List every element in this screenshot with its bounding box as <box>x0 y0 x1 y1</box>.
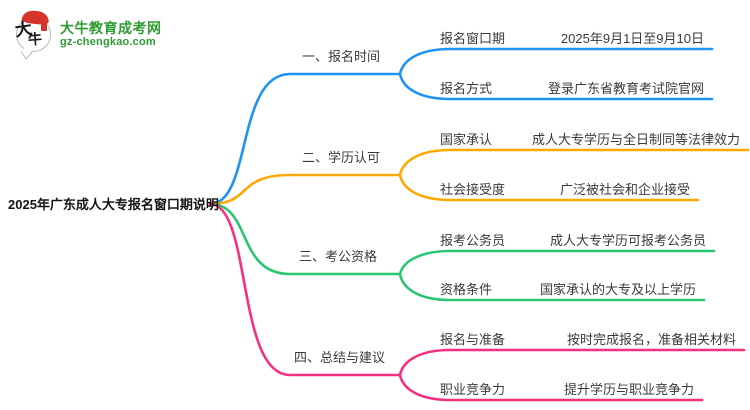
branch-4-main-line <box>208 202 402 377</box>
leaf-value: 广泛被社会和企业接受 <box>559 182 690 197</box>
branch-4-child-2-line <box>398 373 704 402</box>
leaf-key: 报名窗口期 <box>440 31 506 46</box>
logo-domain-text: gz-chengkao.com <box>60 35 156 48</box>
leaf-row-career-competitiveness[interactable]: 职业竞争力 提升学历与职业竞争力 <box>440 376 694 398</box>
branch-2-label[interactable]: 二、学历认可 <box>302 150 381 165</box>
branch-4-lines <box>208 202 746 402</box>
leaf-value: 国家承认的大专及以上学历 <box>539 282 696 297</box>
leaf-row-qualification[interactable]: 资格条件 国家承认的大专及以上学历 <box>440 276 696 298</box>
logo-red-seal <box>41 24 47 31</box>
branch-2-main-line <box>208 173 402 206</box>
daniu-bull-logo-icon: 大 牛 <box>13 9 55 60</box>
logo-char-niu: 牛 <box>27 30 43 48</box>
site-logo[interactable]: 大 牛 大牛教育成考网 gz-chengkao.com <box>13 9 162 60</box>
leaf-row-social-acceptance[interactable]: 社会接受度 广泛被社会和企业接受 <box>440 176 690 198</box>
leaf-row-civil-service-exam[interactable]: 报考公务员 成人大专学历可报考公务员 <box>440 227 706 249</box>
branch-2-lines <box>208 148 750 206</box>
branch-3-child-2-line <box>398 272 706 302</box>
branch-1-child-2-line <box>398 72 714 101</box>
leaf-row-signup-window[interactable]: 报名窗口期 2025年9月1日至9月10日 <box>440 25 704 47</box>
branch-1-child-1-line <box>398 47 714 76</box>
branch-1-label[interactable]: 一、报名时间 <box>302 49 381 64</box>
leaf-value: 按时完成报名，准备相关材料 <box>566 332 736 347</box>
branch-3-label[interactable]: 三、考公资格 <box>299 249 378 264</box>
branch-2-child-1-line <box>398 148 750 177</box>
leaf-value: 成人大专学历可报考公务员 <box>549 233 706 248</box>
leaf-key: 报名方式 <box>440 81 493 96</box>
logo-site-name: 大牛教育成考网 <box>60 19 162 36</box>
leaf-key: 资格条件 <box>440 282 493 297</box>
branch-3-child-1-line <box>398 249 716 276</box>
leaf-value: 成人大专学历与全日制同等法律效力 <box>531 132 740 147</box>
leaf-value: 登录广东省教育考试院官网 <box>547 81 704 96</box>
leaf-value: 提升学历与职业竞争力 <box>563 382 694 397</box>
branch-4-label[interactable]: 四、总结与建议 <box>294 350 386 365</box>
branch-4-child-1-line <box>398 348 746 377</box>
branch-2-child-2-line <box>398 173 700 202</box>
leaf-key: 职业竞争力 <box>440 382 506 397</box>
branch-1-main-line <box>208 72 402 206</box>
logo-wordmark: 大牛教育成考网 gz-chengkao.com <box>60 20 162 49</box>
root-topic[interactable]: 2025年广东成人大专报名窗口期说明 <box>8 197 219 212</box>
leaf-key: 报考公务员 <box>440 233 506 248</box>
leaf-row-signup-method[interactable]: 报名方式 登录广东省教育考试院官网 <box>440 75 704 97</box>
leaf-key: 社会接受度 <box>440 182 506 197</box>
leaf-row-signup-preparation[interactable]: 报名与准备 按时完成报名，准备相关材料 <box>440 326 736 348</box>
branch-3-main-line <box>208 202 402 276</box>
leaf-row-state-recognition[interactable]: 国家承认 成人大专学历与全日制同等法律效力 <box>440 126 740 148</box>
branch-1-lines <box>208 47 714 206</box>
branch-3-lines <box>208 202 716 302</box>
leaf-key: 国家承认 <box>440 132 493 147</box>
leaf-value: 2025年9月1日至9月10日 <box>560 31 704 46</box>
leaf-key: 报名与准备 <box>440 332 506 347</box>
